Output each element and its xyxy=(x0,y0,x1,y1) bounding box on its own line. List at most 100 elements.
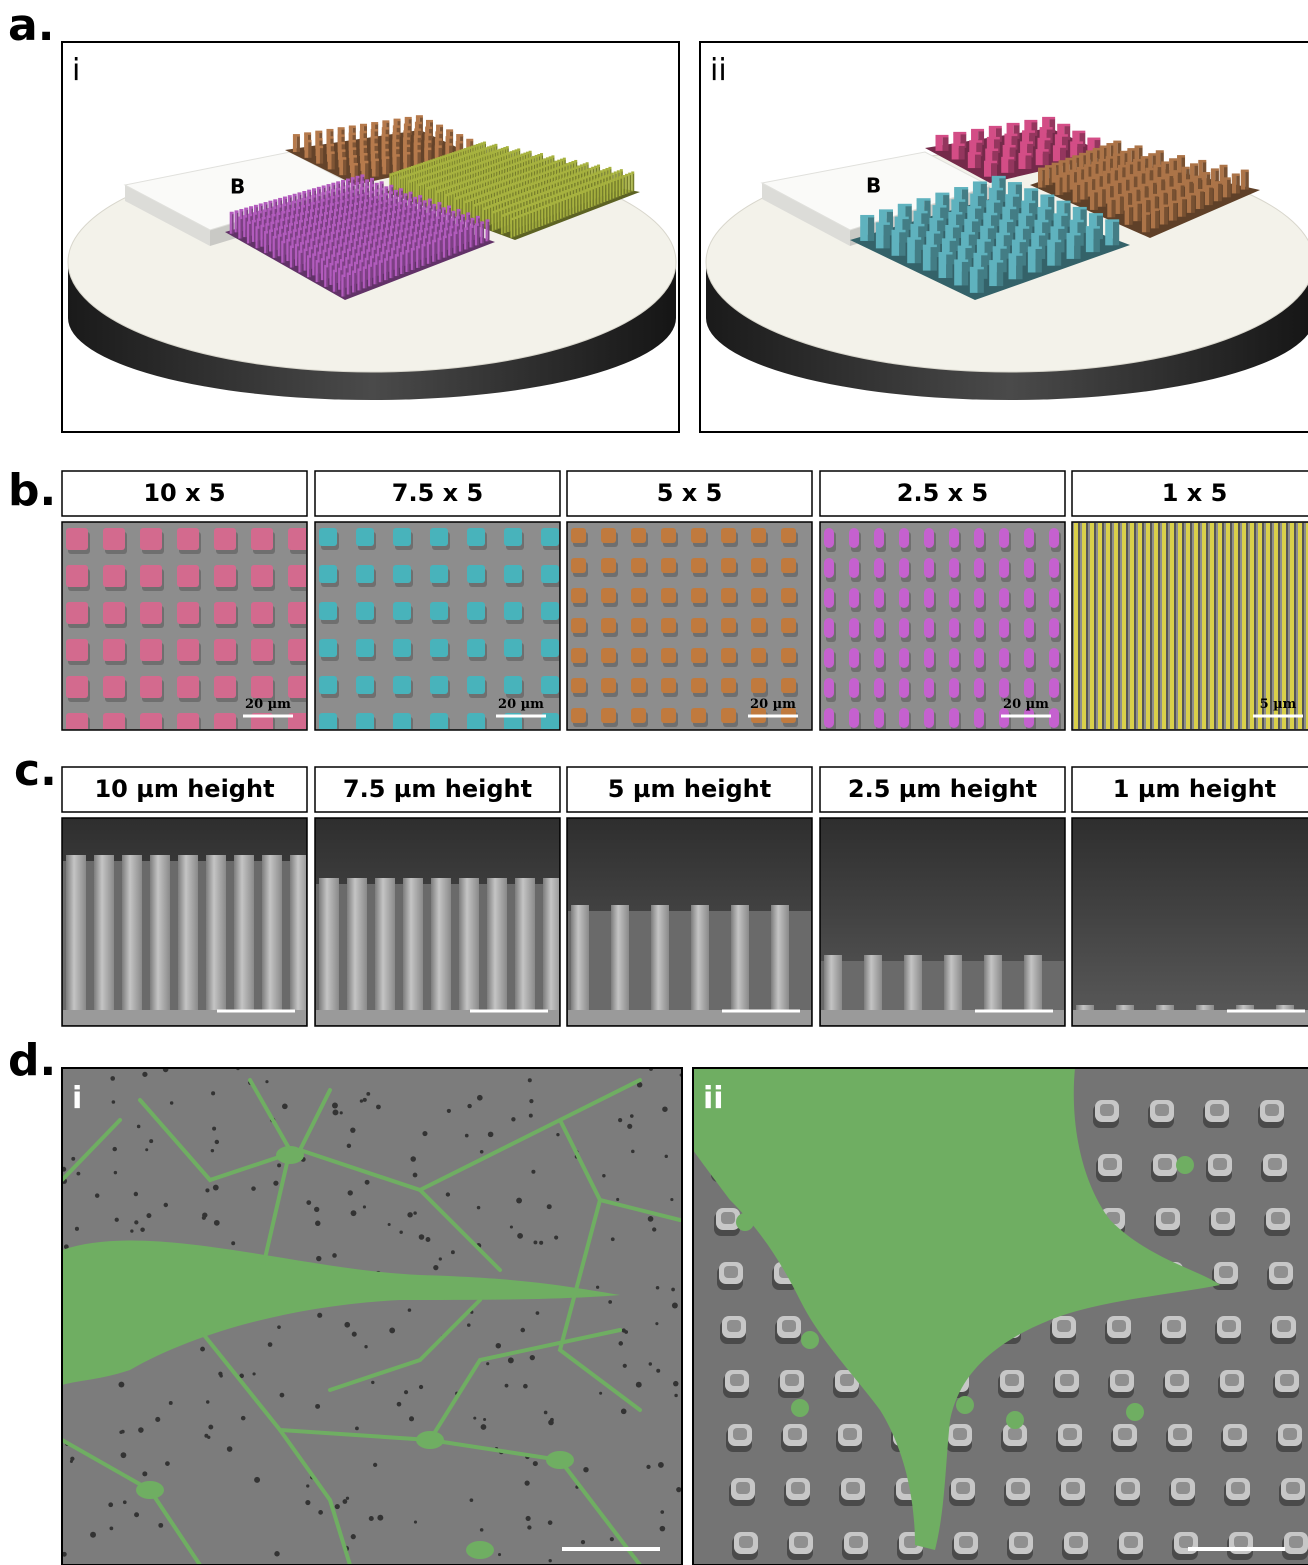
pillar-side xyxy=(1016,255,1023,280)
pillar-top xyxy=(1069,1536,1083,1548)
pillar-side xyxy=(288,211,291,232)
pillar xyxy=(1117,166,1123,185)
pillar-top xyxy=(282,203,287,207)
pillar-top xyxy=(959,1536,973,1548)
pillar-top xyxy=(380,251,385,255)
pillar-top xyxy=(458,188,462,192)
pillar xyxy=(584,191,587,210)
pillar-side xyxy=(1102,188,1106,207)
pillar-side xyxy=(1165,163,1170,182)
pillar-top xyxy=(337,127,345,130)
pillar-side xyxy=(417,226,419,247)
pillar-side xyxy=(407,251,410,272)
pillar-side xyxy=(342,261,344,282)
pillar-side xyxy=(309,257,312,278)
pillar-top xyxy=(1092,147,1101,151)
pillar-top xyxy=(369,190,374,194)
ridge-shadow xyxy=(1214,523,1216,729)
pillar-top xyxy=(334,237,339,241)
pillar-top xyxy=(1079,152,1088,156)
pillar-side xyxy=(867,216,875,241)
pillar-side xyxy=(382,253,385,274)
pillar-side xyxy=(316,217,319,238)
pillar-top xyxy=(621,175,625,178)
pillar-top xyxy=(1177,196,1186,200)
pillar-top xyxy=(583,183,587,186)
pillar xyxy=(476,204,478,223)
pillar-top xyxy=(413,231,418,235)
pillar-top xyxy=(374,189,379,192)
pillar-top xyxy=(922,244,937,248)
pillar xyxy=(406,176,408,195)
pillar-top xyxy=(439,222,444,225)
pillar-side xyxy=(303,235,306,256)
pillar xyxy=(899,648,909,668)
pillar-side xyxy=(1236,175,1240,194)
pillar xyxy=(571,618,586,633)
pillar-top xyxy=(625,173,629,177)
pillar-top xyxy=(1141,212,1150,215)
column-title: 7.5 µm height xyxy=(343,775,532,803)
pillar-top xyxy=(543,171,547,174)
pillar-top xyxy=(1035,149,1049,152)
sem-frame xyxy=(692,1067,1308,1565)
pillar-top xyxy=(326,225,331,229)
pillar-top xyxy=(270,221,275,225)
pillar xyxy=(949,588,959,608)
pillar-top xyxy=(491,170,495,173)
pillar-side xyxy=(598,186,601,205)
pillar-side xyxy=(1095,163,1100,182)
pillar-top xyxy=(431,185,435,188)
pillar-top xyxy=(317,251,322,255)
pillar xyxy=(1105,221,1113,246)
pillar xyxy=(938,254,947,279)
pillar-side xyxy=(345,214,348,235)
pillar xyxy=(1210,170,1216,189)
pillar-top xyxy=(503,199,507,203)
pillar-top xyxy=(340,228,345,231)
block-label: B xyxy=(866,174,881,198)
pore xyxy=(240,1415,246,1421)
pore xyxy=(467,1103,472,1109)
pillar-top xyxy=(431,211,436,214)
pore xyxy=(251,1186,256,1191)
pillar-side xyxy=(617,179,619,198)
pore xyxy=(204,1433,209,1438)
ridge xyxy=(1258,523,1262,729)
pillar-top xyxy=(497,161,501,165)
pillar xyxy=(140,676,162,698)
pillar-top xyxy=(511,182,515,186)
pillar-side xyxy=(405,237,408,258)
pillar-side xyxy=(626,175,629,194)
pillar-top xyxy=(330,231,335,235)
pillar-top xyxy=(445,220,450,223)
pillar-side xyxy=(375,264,378,285)
pillar-side xyxy=(417,151,421,168)
pillar-top xyxy=(988,125,1002,129)
pillar-top xyxy=(343,212,348,216)
pore xyxy=(425,1237,431,1242)
pillar-top xyxy=(608,166,612,170)
pillar-side xyxy=(292,247,294,268)
pillar-top xyxy=(382,156,390,159)
pillar xyxy=(438,191,441,210)
pillar-top xyxy=(489,171,493,174)
pillar-top xyxy=(1134,145,1143,148)
pillar-top xyxy=(435,177,439,180)
pillar-side xyxy=(1099,175,1104,194)
pillar-side xyxy=(317,209,319,230)
pillar-top xyxy=(469,225,474,228)
pillar-top xyxy=(367,212,372,215)
pillar-top xyxy=(551,188,555,191)
pillar-top xyxy=(575,179,579,182)
pillar-top xyxy=(346,248,351,252)
pillar-side xyxy=(987,227,995,252)
pillar xyxy=(1072,157,1077,176)
pillar-top xyxy=(440,162,444,165)
pillar xyxy=(924,618,934,638)
pillar xyxy=(721,708,736,723)
pillar-top xyxy=(267,207,272,211)
pillar-top xyxy=(272,235,277,239)
pillar xyxy=(538,209,540,228)
pillar-side xyxy=(883,224,890,249)
